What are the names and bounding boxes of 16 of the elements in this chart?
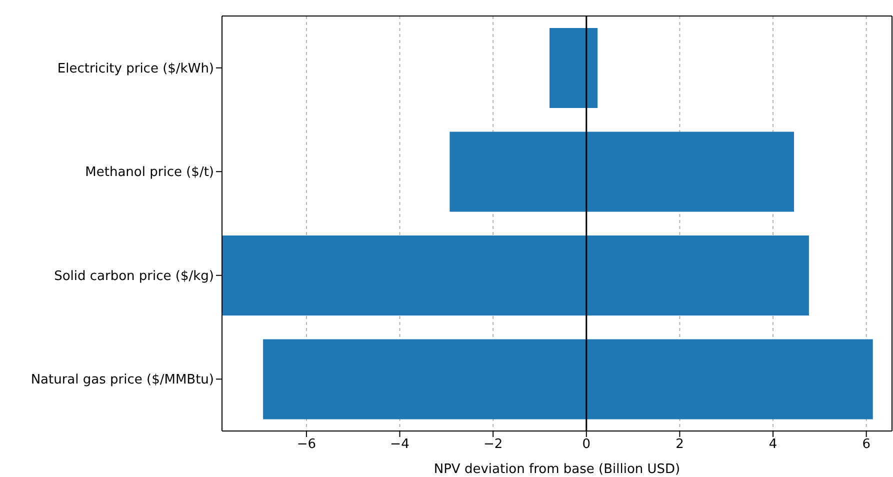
y-tick-label: Electricity price ($/kWh) — [57, 61, 214, 76]
bar — [550, 28, 598, 108]
y-tick-label: Methanol price ($/t) — [85, 165, 214, 180]
y-tick-label: Natural gas price ($/MMBtu) — [30, 372, 214, 388]
x-axis-title: NPV deviation from base (Billion USD) — [434, 462, 680, 477]
bar — [450, 132, 794, 212]
x-tick-label: −4 — [390, 437, 410, 452]
x-tick-label: −6 — [296, 437, 316, 452]
x-tick-label: 2 — [676, 437, 684, 452]
y-tick-label: Solid carbon price ($/kg) — [54, 268, 214, 284]
x-tick-label: 0 — [582, 437, 591, 452]
x-tick-label: −2 — [483, 437, 503, 452]
bar — [263, 339, 873, 420]
x-tick-label: 4 — [768, 437, 778, 452]
x-tick-label: 6 — [862, 437, 870, 452]
bar — [222, 236, 809, 316]
